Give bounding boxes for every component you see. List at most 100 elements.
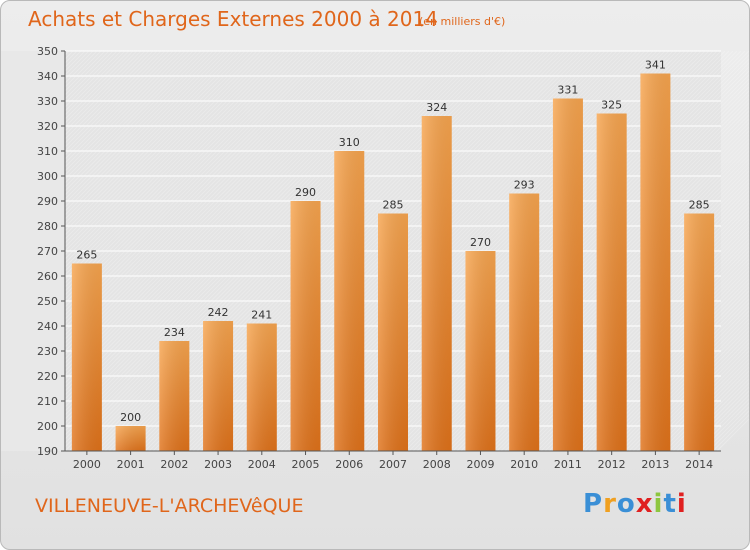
municipality-name: VILLENEUVE-L'ARCHEVêQUE (35, 495, 304, 517)
bar-shade (552, 98, 583, 451)
bar-shade (159, 341, 190, 451)
logo-letter: o (616, 489, 636, 519)
x-tick-label: 2014 (685, 458, 713, 471)
y-tick-label: 200 (37, 420, 58, 433)
bar-shade (465, 251, 496, 451)
data-label: 285 (689, 199, 710, 212)
plot-hatch (616, 318, 749, 452)
data-label: 241 (251, 309, 272, 322)
chart-title: Achats et Charges Externes 2000 à 2014 (28, 7, 438, 31)
plot-hatch (528, 230, 749, 452)
data-label: 324 (426, 101, 447, 114)
bar-shade (640, 73, 671, 451)
plot-hatch (564, 266, 749, 452)
data-label: 285 (383, 199, 404, 212)
data-label: 200 (120, 411, 141, 424)
plot-hatch (660, 362, 749, 452)
x-tick-label: 2013 (641, 458, 669, 471)
y-tick-label: 320 (37, 120, 58, 133)
y-tick-label: 250 (37, 295, 58, 308)
plot-hatch (1, 50, 162, 212)
plot-hatch (1, 50, 166, 216)
plot-hatch (1, 50, 134, 184)
y-tick-label: 330 (37, 95, 58, 108)
plot-hatch (568, 270, 749, 452)
bar-shade (684, 213, 715, 451)
plot-hatch (572, 274, 749, 452)
y-tick-label: 260 (37, 270, 58, 283)
data-label: 331 (557, 84, 578, 97)
plot-hatch (1, 50, 190, 240)
y-tick-label: 190 (37, 445, 58, 458)
y-tick-label: 220 (37, 370, 58, 383)
y-tick-label: 300 (37, 170, 58, 183)
plot-hatch (608, 310, 749, 452)
bar-shade (378, 213, 408, 451)
bar-shade (421, 116, 452, 451)
x-tick-label: 2000 (73, 458, 101, 471)
plot-hatch (664, 366, 749, 452)
bar-shade (203, 321, 234, 451)
data-label: 270 (470, 236, 491, 249)
plot-hatch (676, 378, 749, 452)
plot-hatch (1, 50, 150, 200)
x-tick-label: 2007 (379, 458, 407, 471)
plot-hatch (668, 370, 749, 452)
data-label: 242 (208, 306, 229, 319)
x-tick-label: 2010 (510, 458, 538, 471)
plot-hatch (1, 50, 194, 244)
plot-hatch (1, 50, 154, 204)
plot-hatch (680, 382, 749, 452)
logo-letter: t (663, 489, 677, 519)
plot-hatch (1, 50, 202, 252)
y-tick-label: 240 (37, 320, 58, 333)
plot-hatch (652, 354, 749, 452)
plot-hatch (1, 50, 142, 192)
plot-hatch (1, 50, 174, 224)
plot-hatch (1, 50, 186, 236)
proxiti-logo: Proxiti (583, 489, 687, 519)
y-tick-label: 290 (37, 195, 58, 208)
plot-hatch (672, 374, 749, 452)
y-tick-label: 280 (37, 220, 58, 233)
logo-letter: x (635, 489, 654, 519)
data-label: 265 (76, 249, 97, 262)
y-tick-label: 350 (37, 45, 58, 58)
x-tick-label: 2009 (466, 458, 494, 471)
y-tick-label: 310 (37, 145, 58, 158)
plot-hatch (524, 226, 749, 452)
x-tick-label: 2006 (335, 458, 363, 471)
y-tick-label: 210 (37, 395, 58, 408)
data-label: 325 (601, 99, 622, 112)
plot-hatch (1, 50, 158, 208)
x-tick-label: 2012 (598, 458, 626, 471)
plot-hatch (1, 50, 138, 188)
y-tick-label: 270 (37, 245, 58, 258)
y-tick-label: 340 (37, 70, 58, 83)
bar-shade (246, 323, 277, 451)
logo-letter: i (653, 489, 664, 519)
x-tick-label: 2004 (248, 458, 276, 471)
x-tick-label: 2001 (117, 458, 145, 471)
mask-left (1, 51, 65, 451)
plot-hatch (656, 358, 749, 452)
x-tick-label: 2005 (292, 458, 320, 471)
plot-hatch (1, 50, 182, 232)
data-label: 293 (514, 179, 535, 192)
x-tick-label: 2011 (554, 458, 582, 471)
logo-letter: P (583, 489, 604, 519)
bar-shade (71, 263, 102, 451)
plot-hatch (604, 306, 749, 452)
logo-letter: r (603, 489, 617, 519)
data-label: 290 (295, 186, 316, 199)
plot-hatch (648, 350, 749, 452)
plot-hatch (560, 262, 749, 452)
data-label: 341 (645, 59, 666, 72)
logo-letter: i (676, 489, 687, 519)
x-tick-label: 2002 (160, 458, 188, 471)
y-tick-label: 230 (37, 345, 58, 358)
data-label: 234 (164, 326, 185, 339)
plot-hatch (612, 314, 749, 452)
